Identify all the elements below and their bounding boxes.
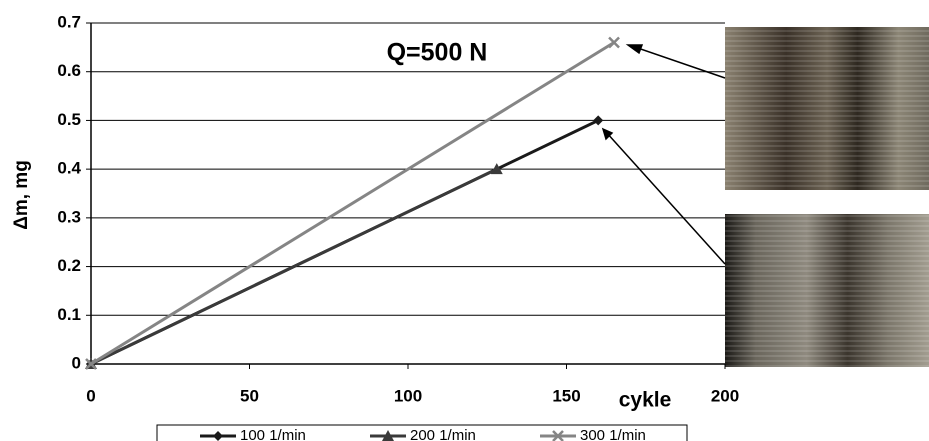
y-tick-label: 0.7 — [57, 12, 81, 31]
series-line — [90, 41, 615, 366]
y-tick-label: 0.6 — [57, 61, 81, 80]
y-axis-label: Δm, mg — [11, 160, 32, 230]
x-tick-label: 0 — [86, 386, 95, 405]
arrow — [605, 131, 726, 265]
photo-texture — [725, 27, 929, 190]
legend-entry: 100 1/min — [200, 427, 306, 441]
annotation: Q=500 N — [387, 39, 488, 67]
marker — [552, 430, 564, 441]
arrowhead — [625, 44, 644, 55]
x-tick-label: 200 — [711, 386, 739, 405]
legend-entry: 200 1/min — [370, 427, 476, 441]
legend-label: 300 1/min — [580, 427, 646, 441]
photo-texture — [725, 214, 929, 367]
arrowhead — [601, 127, 614, 141]
legend-label: 200 1/min — [410, 427, 476, 441]
x-axis-label: cykle — [619, 389, 672, 412]
arrows — [601, 44, 726, 265]
y-tick-label: 0.2 — [57, 256, 81, 275]
x-tick-label: 50 — [240, 386, 259, 405]
marker — [382, 430, 394, 441]
marker — [85, 358, 97, 370]
x-tick-label: 150 — [552, 386, 580, 405]
y-tick-label: 0 — [72, 353, 81, 372]
marker — [490, 163, 503, 175]
legend-entry: 300 1/min — [540, 427, 646, 441]
x-tick-label: 100 — [394, 386, 422, 405]
y-tick-label: 0.4 — [57, 159, 81, 178]
series-line — [90, 167, 498, 366]
marker — [608, 36, 620, 49]
y-tick-label: 0.1 — [57, 305, 81, 324]
marker — [213, 431, 223, 441]
legend-label: 100 1/min — [240, 427, 306, 441]
y-tick-label: 0.5 — [57, 110, 81, 129]
arrow — [631, 45, 726, 79]
photos — [725, 27, 929, 367]
y-tick-label: 0.3 — [57, 207, 81, 226]
marker — [593, 115, 604, 126]
